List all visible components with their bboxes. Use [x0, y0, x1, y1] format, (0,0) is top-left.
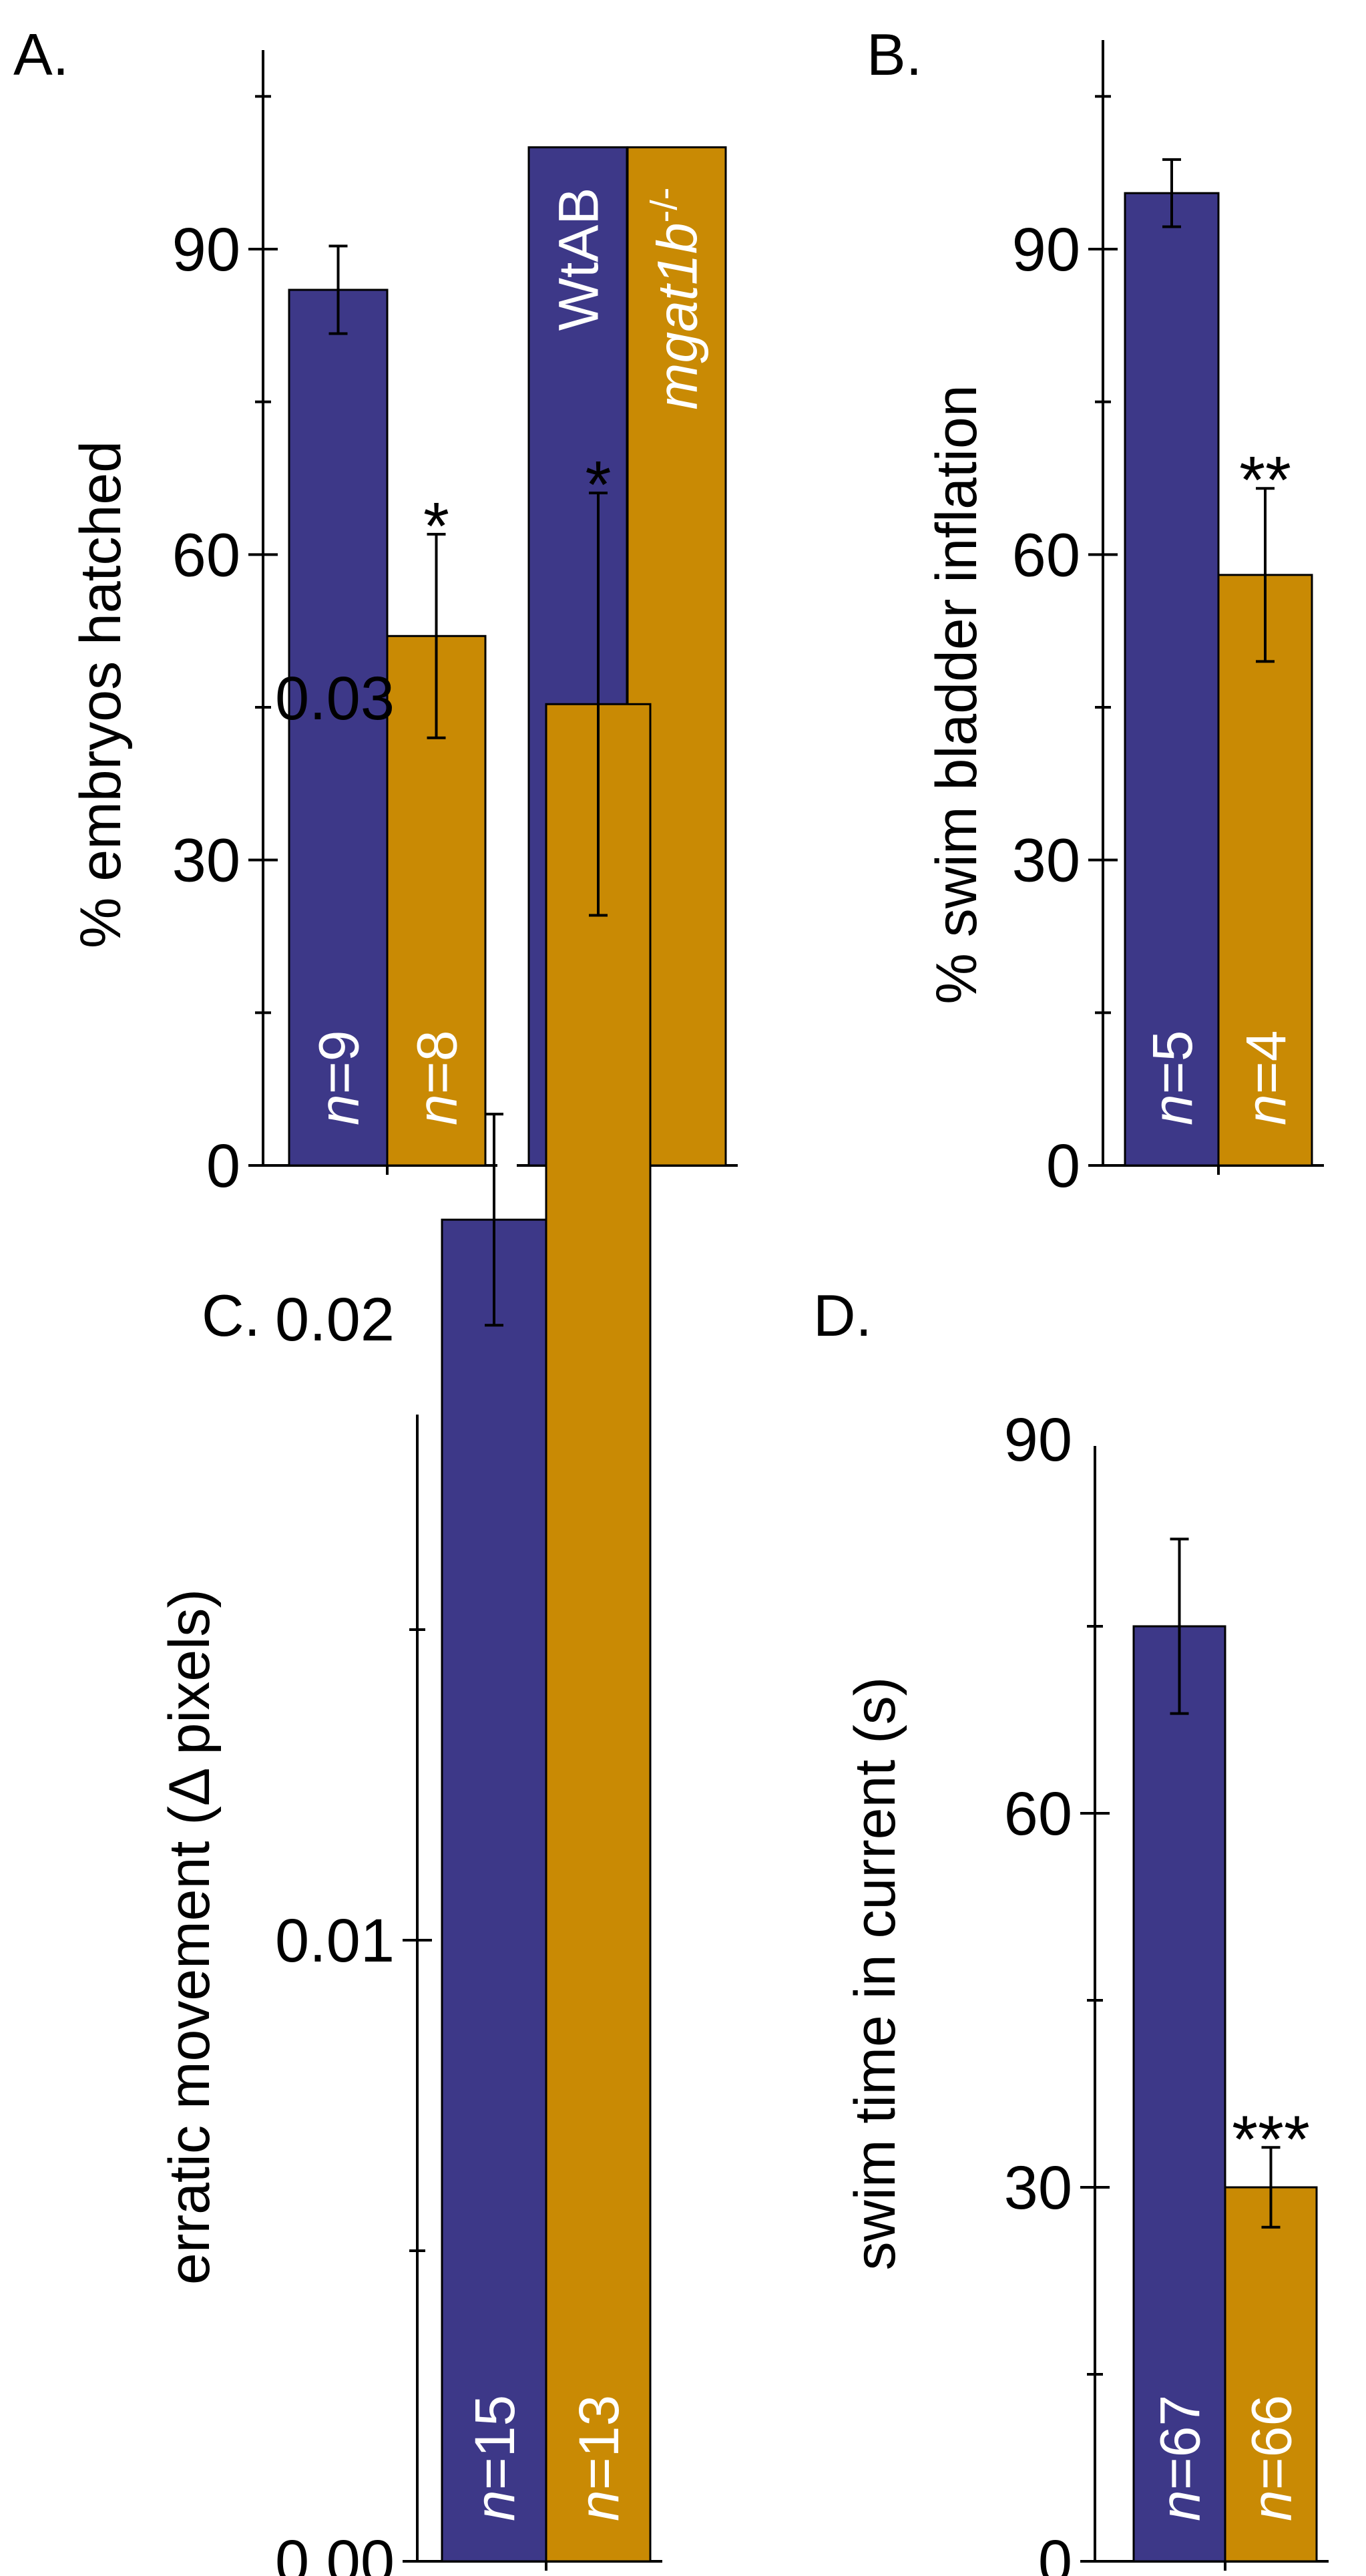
- y-tick-label-c: 0.00: [275, 2528, 395, 2576]
- y-tick-label-d: 90: [1004, 1406, 1072, 1474]
- bar-label-d: n=67: [1149, 2395, 1212, 2521]
- bar-label-c: n=15: [463, 2395, 526, 2521]
- bar-label-a: WtAB: [547, 188, 610, 331]
- significance-marker-c: *: [586, 447, 612, 522]
- significance-marker-d: ***: [1232, 2102, 1310, 2177]
- y-axis-label-a: % embryos hatched: [69, 441, 133, 948]
- genotype-superscript: -/-: [643, 188, 685, 223]
- panel-label-b: B.: [867, 21, 922, 87]
- panel-b-chart: 0 30 60 90 n=5 ** n=4: [1012, 40, 1324, 1200]
- bar-label-b: n=4: [1234, 1031, 1297, 1126]
- y-tick-label-b: 60: [1012, 521, 1080, 589]
- panel-label-a: A.: [13, 21, 69, 87]
- panel-label-d: D.: [813, 1282, 872, 1348]
- bar-wtab-d: [1132, 1625, 1226, 2563]
- y-tick-label-a: 30: [172, 827, 240, 895]
- y-axis-label-d: swim time in current (s): [843, 1677, 907, 2271]
- y-tick-label-d: 0: [1038, 2528, 1072, 2576]
- y-tick-label-d: 60: [1004, 1780, 1072, 1848]
- panel-a-chart: 0 30 60 90 n=9 * n=8 WtAB mgat1b-/-: [172, 50, 738, 1200]
- bar-wtab-c: [441, 1218, 547, 2563]
- bar-label-a: mgat1b-/-: [643, 188, 709, 410]
- y-tick-label-b: 0: [1046, 1132, 1080, 1200]
- bar-label-c: n=13: [567, 2395, 630, 2521]
- y-tick-label-a: 0: [206, 1132, 240, 1200]
- n-symbol: n: [308, 1094, 371, 1125]
- panel-label-c: C.: [202, 1282, 260, 1348]
- genotype-name: mgat1b: [646, 222, 709, 409]
- significance-marker-b: **: [1239, 443, 1291, 518]
- y-tick-label-d: 30: [1004, 2154, 1072, 2222]
- panel-d-chart: 0 30 60 90 n=67 *** n=66: [1004, 1406, 1329, 2576]
- y-axis-label-b: % swim bladder inflation: [925, 385, 989, 1004]
- y-tick-label-b: 30: [1012, 827, 1080, 895]
- panel-c-chart: 0.00 0.01 0.02 0.03 n=15 * n=13: [275, 447, 662, 2576]
- y-tick-label-a: 60: [172, 521, 240, 589]
- n-symbol: n: [1240, 2490, 1303, 2521]
- bar-wtab-b: [1124, 192, 1220, 1167]
- bar-label-b: n=5: [1141, 1031, 1204, 1126]
- y-tick-label-b: 90: [1012, 216, 1080, 284]
- y-tick-label-c: 0.03: [275, 665, 395, 733]
- significance-marker-a: *: [423, 489, 449, 564]
- bar-mgat1b-c: [545, 703, 652, 2563]
- y-tick-label-c: 0.02: [275, 1286, 395, 1354]
- n-symbol: n: [1234, 1094, 1297, 1125]
- bar-mgat1b-b: [1217, 574, 1313, 1167]
- y-tick-label-a: 90: [172, 216, 240, 284]
- n-symbol: n: [463, 2490, 526, 2521]
- n-symbol: n: [1149, 2490, 1212, 2521]
- bar-label-a: n=8: [406, 1031, 469, 1126]
- bar-label-d: n=66: [1240, 2395, 1303, 2521]
- bar-label-a: n=9: [308, 1031, 371, 1126]
- n-symbol: n: [567, 2490, 630, 2521]
- n-symbol: n: [1141, 1094, 1204, 1125]
- y-axis-label-c: erratic movement (Δ pixels): [158, 1589, 222, 2285]
- y-tick-label-c: 0.01: [275, 1907, 395, 1975]
- n-symbol: n: [406, 1094, 469, 1125]
